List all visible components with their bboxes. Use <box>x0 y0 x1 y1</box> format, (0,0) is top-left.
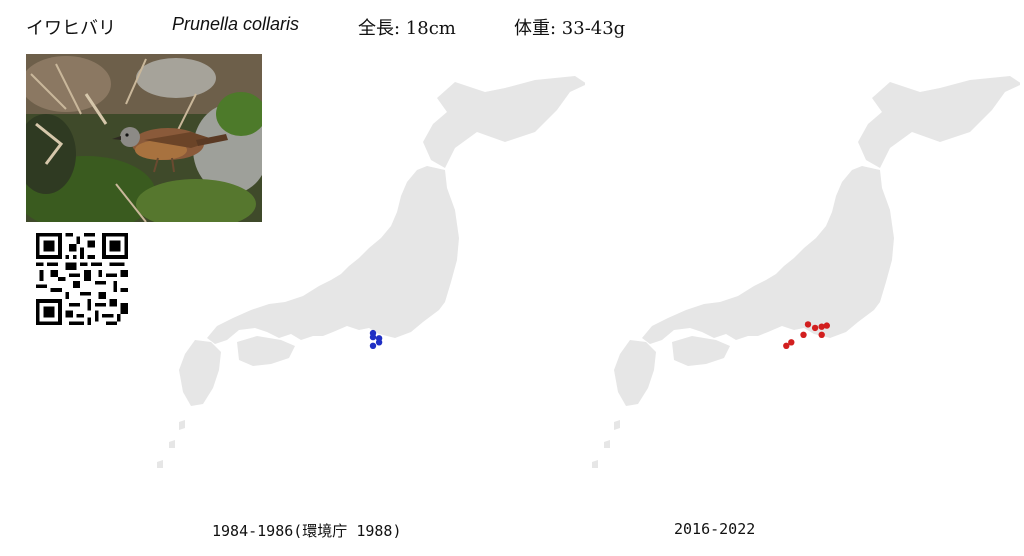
body-weight: 体重: 33-43g <box>514 18 626 39</box>
occurrence-point <box>369 333 377 341</box>
map-caption-2016-2022: 2016-2022 <box>674 520 756 538</box>
occurrence-point <box>375 339 383 346</box>
distribution-map-1984-1986 <box>157 76 585 468</box>
occurrence-point <box>369 342 377 349</box>
qr-code-icon[interactable] <box>36 233 128 325</box>
distribution-map-2016-2022 <box>592 76 1020 468</box>
occurrence-point <box>804 321 812 328</box>
body-length: 全長: 18cm <box>358 18 456 39</box>
occurrence-point <box>818 331 825 338</box>
japanese-name: イワヒバリ <box>26 18 116 39</box>
occurrence-point <box>818 323 825 330</box>
occurrence-point <box>811 324 819 332</box>
japan-land <box>592 76 1020 468</box>
scientific-name: Prunella collaris <box>172 14 300 34</box>
species-header: イワヒバリ Prunella collaris 全長: 18cm 体重: 33-… <box>26 12 1006 44</box>
bird-photo <box>26 54 262 222</box>
occurrence-point <box>783 342 790 349</box>
occurrence-point <box>800 331 807 338</box>
occurrence-point <box>823 322 830 329</box>
map-caption-1984-1986: 1984-1986(環境庁 1988) <box>212 522 402 540</box>
japan-land <box>157 76 585 468</box>
occurrence-point <box>788 339 795 346</box>
